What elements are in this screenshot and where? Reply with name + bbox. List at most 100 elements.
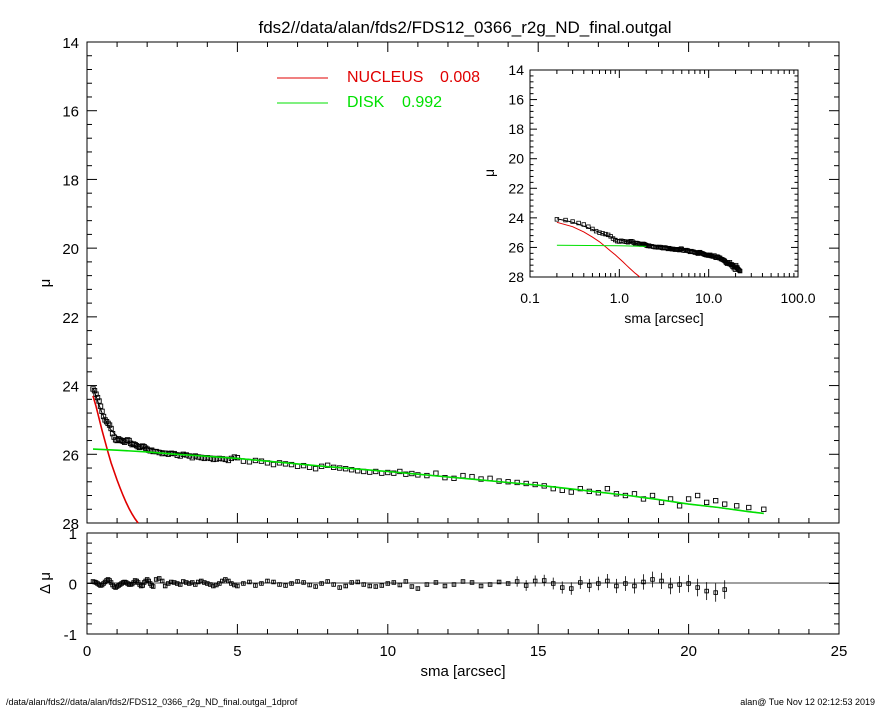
residual-point — [226, 578, 231, 584]
x-tick-label: 15 — [530, 643, 547, 660]
residual-point — [295, 579, 300, 584]
residual-point — [550, 581, 556, 586]
main-data-point — [568, 489, 574, 495]
inset-ytick-label: 26 — [508, 239, 524, 255]
residual-point — [415, 586, 421, 591]
residual-point — [265, 578, 270, 584]
residual-point — [313, 584, 318, 589]
residual-point — [247, 579, 252, 585]
residual-point — [171, 580, 177, 585]
x-axis-label: sma [arcsec] — [420, 663, 505, 680]
inset-ytick-label: 14 — [508, 62, 524, 78]
residual-point — [343, 583, 348, 589]
residual-point — [156, 576, 162, 581]
residual-point — [253, 583, 258, 588]
main-data-point — [126, 437, 132, 444]
inset-xtick-label: 1.0 — [610, 290, 630, 306]
main-data-point — [577, 485, 583, 492]
residual-point — [187, 581, 192, 586]
main-y-tick-labels: 14 16 18 20 22 24 26 28 — [62, 35, 79, 533]
residual-point — [271, 579, 276, 585]
main-data-point — [403, 471, 409, 477]
residual-point — [541, 578, 547, 583]
inset-panel: 14 16 18 20 22 24 26 28 0.1 1.0 10.0 100.0 μ sma [… — [481, 62, 816, 326]
residual-point — [424, 582, 430, 587]
main-data-point — [703, 499, 710, 506]
inset-ticks — [529, 69, 799, 278]
residual-point — [451, 582, 457, 587]
residual-point — [217, 581, 222, 586]
x-tick-label: 20 — [680, 643, 697, 660]
residual-point — [241, 581, 246, 586]
residual-point — [713, 590, 718, 595]
residual-point — [569, 586, 574, 591]
residual-point — [686, 581, 691, 586]
main-data-point — [487, 475, 493, 481]
residual-point — [632, 583, 637, 589]
residual-point — [193, 582, 198, 587]
chart-title: fds2//data/alan/fds2/FDS12_0366_r2g_ND_f… — [258, 18, 671, 37]
residual-point — [232, 582, 237, 588]
main-data-point — [300, 462, 307, 469]
main-ytick-label: 14 — [62, 35, 79, 52]
residual-point — [325, 579, 330, 584]
inset-x-tick-labels: 0.1 1.0 10.0 100.0 — [520, 290, 815, 306]
inset-ytick-label: 28 — [508, 269, 524, 285]
main-data-point — [746, 504, 752, 511]
main-data-point — [124, 437, 131, 443]
inset-disk-curve — [556, 244, 647, 247]
inset-data-point — [576, 220, 581, 226]
residual-point — [523, 583, 529, 588]
residual-point — [331, 582, 336, 587]
inset-nucleus-curve — [556, 221, 641, 278]
residual-point — [505, 581, 511, 586]
residual-point — [677, 582, 682, 587]
residual-point — [379, 583, 385, 588]
main-data-point — [694, 492, 701, 499]
legend-disk-value: 0.992 — [402, 94, 442, 111]
residual-data-points — [90, 571, 727, 602]
residual-point — [659, 578, 664, 584]
residual-point — [319, 581, 324, 586]
main-data-point — [108, 425, 114, 432]
residual-point — [403, 579, 409, 584]
main-plot-frame — [86, 41, 840, 524]
inset-ytick-label: 18 — [508, 121, 524, 137]
main-data-point — [761, 506, 767, 512]
inset-plot-frame — [529, 69, 799, 278]
legend-disk-label: DISK — [347, 94, 385, 111]
residual-point — [235, 583, 240, 589]
residual-ytick-label: 0 — [69, 577, 77, 594]
residual-point — [560, 585, 565, 590]
residual-point — [532, 578, 538, 584]
residual-point — [196, 579, 201, 585]
main-model-line — [92, 387, 763, 514]
disk-curve — [92, 448, 764, 515]
residual-panel: 1 0 -1 Δ μ — [37, 526, 840, 644]
inset-xtick-label: 10.0 — [695, 290, 722, 306]
inset-ytick-label: 24 — [508, 210, 524, 226]
main-ytick-label: 28 — [62, 516, 79, 533]
residual-point — [162, 583, 168, 589]
main-data-point — [282, 461, 289, 467]
main-data-point — [349, 467, 355, 473]
main-data-point — [102, 417, 108, 423]
residual-point — [205, 581, 210, 586]
residual-point — [478, 583, 484, 589]
residual-point — [587, 583, 592, 588]
main-data-point — [460, 472, 466, 479]
residual-point — [301, 580, 306, 585]
inset-ytick-label: 20 — [508, 151, 524, 167]
inset-ytick-label: 16 — [508, 92, 524, 108]
residual-point — [177, 582, 183, 587]
residual-point — [385, 581, 391, 586]
main-data-point — [685, 496, 692, 502]
residual-point — [355, 579, 360, 585]
inset-ytick-label: 22 — [508, 180, 524, 196]
inset-y-tick-labels: 14 16 18 20 22 24 26 28 — [508, 62, 524, 285]
residual-point — [397, 582, 403, 588]
residual-point — [259, 581, 264, 586]
residual-point — [202, 580, 207, 585]
residual-point — [514, 579, 520, 584]
